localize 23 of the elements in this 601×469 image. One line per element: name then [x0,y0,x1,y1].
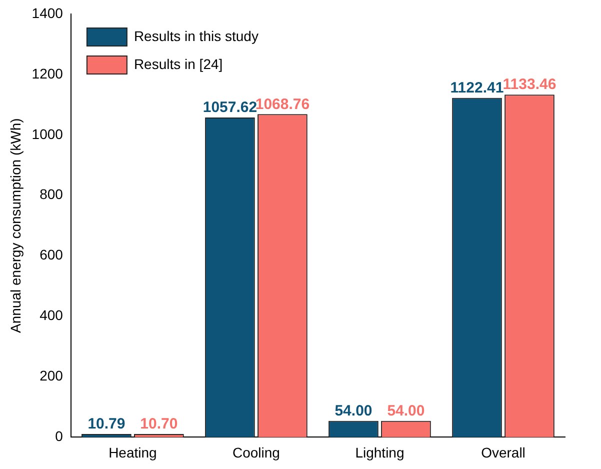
x-tick-label: Heating [108,444,157,460]
y-tick-label: 800 [40,186,64,202]
y-axis-title: Annual energy consumption (kWh) [7,118,24,333]
y-tick-label: 1400 [32,4,64,21]
data-label: 1133.46 [502,76,556,94]
y-tick-label: 600 [40,246,64,263]
y-tick-label: 0 [55,428,64,444]
legend-label: Results in [24] [134,56,223,72]
y-tick-label: 400 [40,307,64,324]
y-tick-label: 1000 [32,126,64,142]
data-label: 54.00 [334,402,372,420]
data-label: 1122.41 [450,80,504,97]
legend-label: Results in this study [134,28,258,44]
x-tick-label: Cooling [232,444,280,460]
data-label: 10.79 [88,416,126,433]
y-tick-label: 200 [40,368,64,384]
data-label: 54.00 [387,402,425,420]
data-label: 1068.76 [255,96,310,113]
x-tick-label: Overall [481,444,526,460]
x-tick-label: Lighting [355,444,404,460]
y-tick-label: 1200 [32,65,64,82]
data-label: 10.70 [140,416,178,433]
data-label: 1057.62 [202,99,258,116]
